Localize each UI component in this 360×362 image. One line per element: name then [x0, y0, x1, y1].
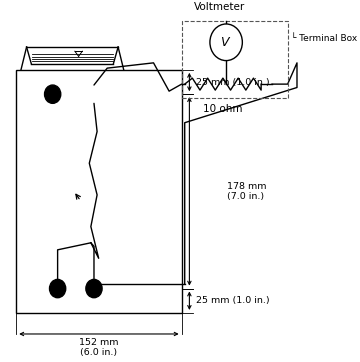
- Text: └ Terminal Box: └ Terminal Box: [291, 34, 357, 43]
- Circle shape: [50, 279, 66, 298]
- Text: 152 mm
(6.0 in.): 152 mm (6.0 in.): [79, 337, 119, 357]
- Bar: [16, 70, 181, 313]
- Text: $V$: $V$: [220, 36, 232, 49]
- Text: 178 mm
(7.0 in.): 178 mm (7.0 in.): [227, 182, 266, 201]
- Bar: [181, 21, 288, 98]
- Circle shape: [86, 279, 102, 298]
- Text: 25 mm (1.0 in.): 25 mm (1.0 in.): [195, 296, 269, 305]
- Circle shape: [45, 85, 61, 103]
- Text: Voltmeter: Voltmeter: [194, 2, 246, 12]
- Circle shape: [210, 24, 242, 60]
- Text: 10 ohm: 10 ohm: [203, 104, 243, 114]
- Text: 25 mm (1.0 in.): 25 mm (1.0 in.): [195, 77, 269, 87]
